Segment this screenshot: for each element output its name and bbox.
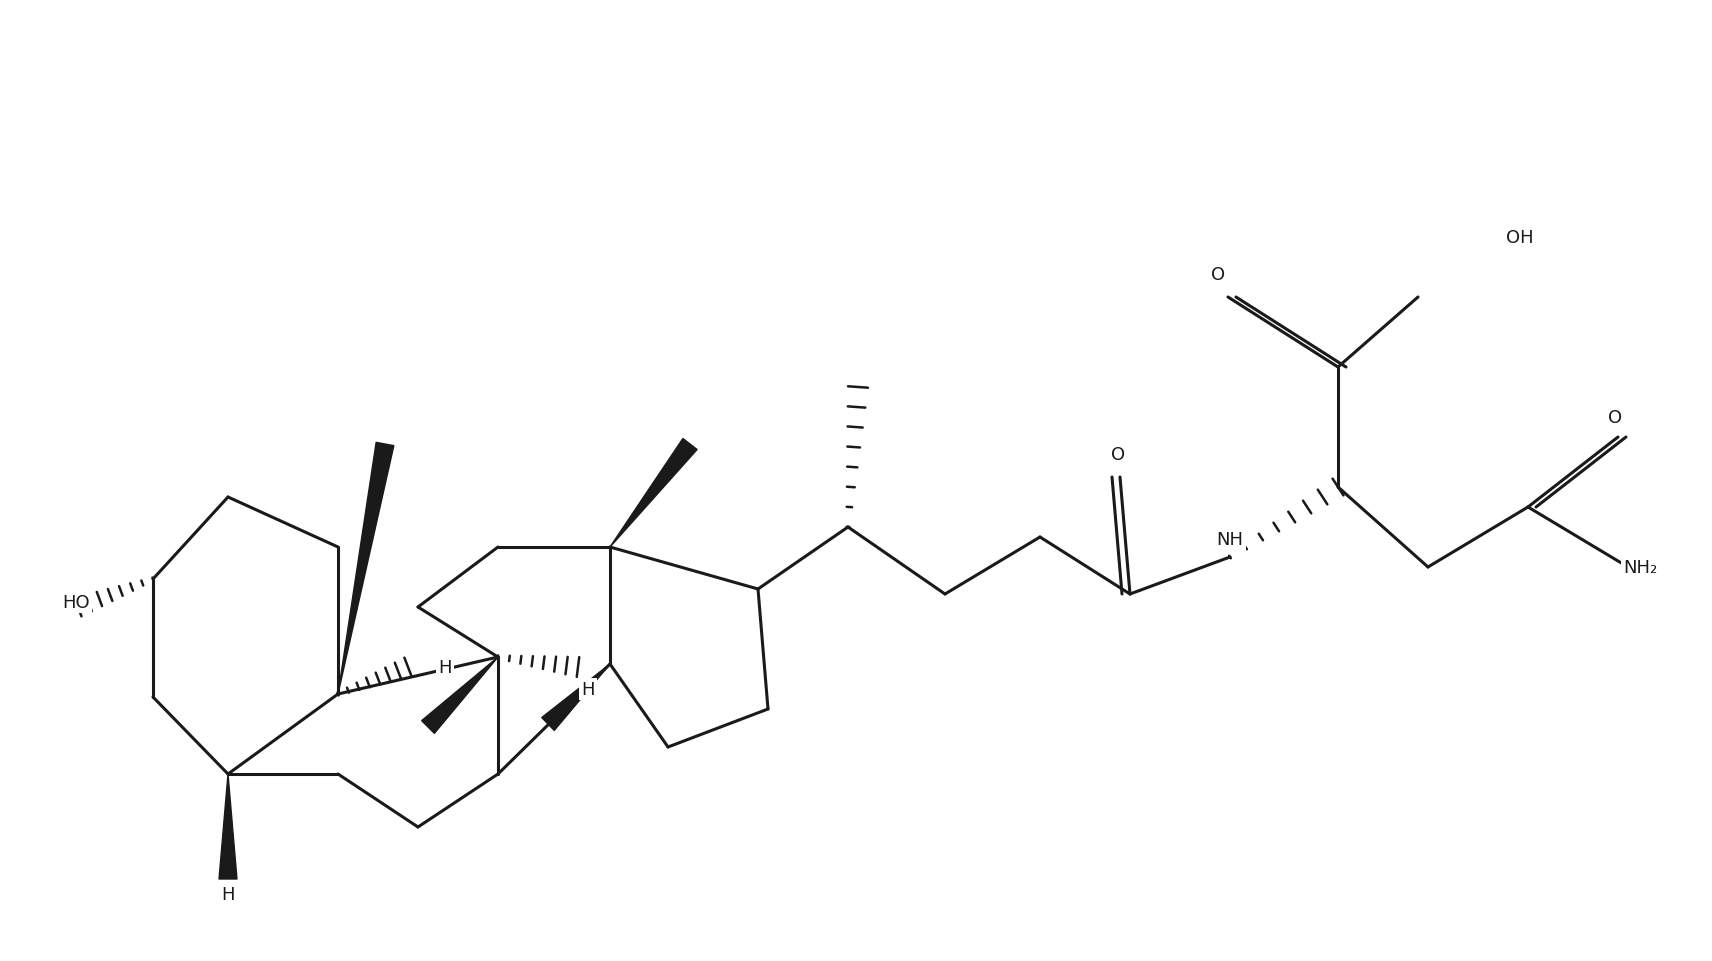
Text: OH: OH — [1507, 229, 1534, 247]
Polygon shape — [337, 443, 394, 694]
Text: NH: NH — [1217, 530, 1243, 549]
Polygon shape — [421, 657, 498, 733]
Text: O: O — [1111, 446, 1125, 463]
Polygon shape — [219, 775, 236, 879]
Text: H: H — [221, 885, 235, 903]
Text: H: H — [438, 658, 452, 677]
Text: NH₂: NH₂ — [1623, 558, 1657, 577]
Text: H: H — [582, 680, 594, 699]
Polygon shape — [609, 439, 697, 548]
Text: HO: HO — [62, 593, 89, 611]
Text: O: O — [1608, 408, 1621, 427]
Polygon shape — [541, 664, 609, 730]
Text: O: O — [1210, 266, 1226, 283]
